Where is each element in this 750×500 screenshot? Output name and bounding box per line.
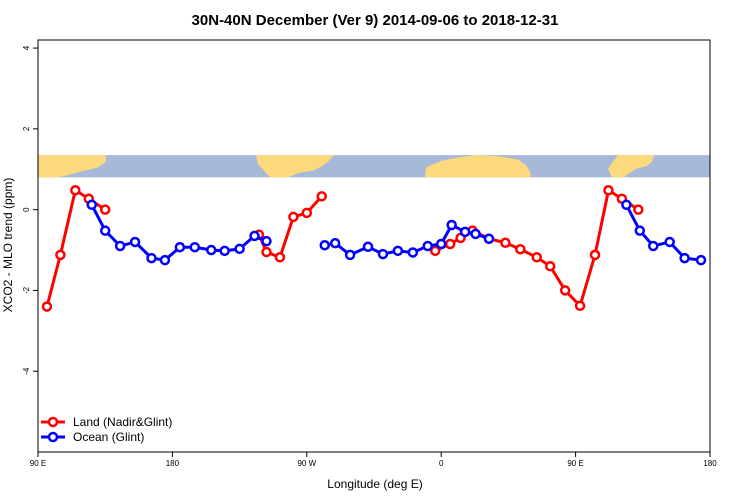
data-point-ocean (189, 241, 201, 253)
data-point-land (70, 185, 81, 196)
legend: Land (Nadir&Glint) Ocean (Glint) (41, 415, 172, 444)
y-axis: 4 2 0 -2 -4 (22, 45, 38, 375)
data-point-ocean (234, 243, 245, 255)
map-strip-land (38, 155, 654, 178)
legend-marker-ocean (47, 431, 59, 443)
legend-item-ocean: Ocean (Glint) (41, 430, 144, 444)
data-point-ocean (159, 254, 171, 266)
data-point-ocean (407, 247, 419, 258)
land-mass-4 (608, 155, 654, 178)
data-point-ocean (470, 228, 481, 240)
data-point-ocean (146, 252, 157, 264)
data-point-ocean (219, 245, 230, 257)
data-point-land (316, 191, 327, 202)
x-tick-label: 180 (703, 459, 717, 468)
data-point-ocean (435, 238, 447, 250)
data-point-land (515, 243, 526, 255)
data-point-ocean (422, 240, 434, 252)
legend-label-land: Land (Nadir&Glint) (73, 415, 172, 429)
data-point-ocean (621, 199, 632, 211)
land-mass-3 (425, 155, 531, 178)
data-point-ocean (664, 236, 675, 248)
data-point-ocean (695, 254, 707, 266)
y-tick-label: 0 (22, 207, 31, 212)
map-strip (38, 155, 710, 178)
data-point-ocean (459, 226, 471, 238)
chart-title: 30N-40N December (Ver 9) 2014-09-06 to 2… (192, 12, 559, 29)
x-tick-label: 90 E (30, 459, 46, 468)
map-strip-ocean (38, 155, 710, 178)
data-point-ocean (362, 241, 374, 253)
data-point-land (301, 207, 313, 219)
legend-marker-land (47, 416, 59, 428)
y-tick-label: 4 (22, 45, 31, 50)
series-line-land (434, 188, 640, 308)
data-point-land (288, 211, 299, 223)
data-point-land (55, 249, 66, 261)
series-layer (41, 185, 707, 312)
data-point-ocean (114, 240, 126, 252)
data-point-land (574, 300, 586, 312)
data-point-ocean (634, 225, 646, 236)
data-point-ocean (483, 233, 495, 244)
x-axis: 90 E 180 90 W 0 90 E 180 (30, 452, 717, 468)
x-tick-label: 90 E (567, 459, 583, 468)
land-mass-1 (38, 155, 106, 178)
legend-item-land: Land (Nadir&Glint) (41, 415, 172, 429)
data-point-land (444, 238, 456, 250)
x-tick-label: 90 W (297, 459, 316, 468)
y-tick-label: -2 (22, 286, 31, 294)
data-point-land (500, 237, 511, 249)
data-point-ocean (377, 248, 389, 260)
data-point-land (274, 252, 286, 263)
data-point-land (589, 249, 601, 261)
data-point-land (603, 185, 614, 196)
data-point-ocean (329, 237, 341, 249)
data-point-ocean (86, 199, 98, 211)
land-mass-2 (256, 155, 334, 178)
data-point-ocean (205, 244, 217, 256)
data-point-ocean (319, 239, 330, 251)
data-point-ocean (174, 241, 186, 253)
data-point-ocean (679, 252, 690, 264)
x-tick-label: 180 (166, 459, 180, 468)
data-point-ocean (249, 230, 260, 242)
data-point-land (429, 245, 441, 257)
data-point-land (41, 301, 53, 312)
data-point-land (633, 204, 644, 215)
y-tick-label: -4 (22, 367, 31, 375)
x-tick-label: 0 (439, 459, 444, 468)
data-point-ocean (446, 219, 457, 231)
data-point-ocean (129, 236, 141, 248)
data-point-land (531, 252, 543, 263)
y-axis-label: XCO2 - MLO trend (ppm) (1, 178, 15, 313)
data-point-ocean (648, 240, 659, 252)
data-point-land (544, 260, 556, 272)
data-point-land (99, 204, 111, 215)
legend-label-ocean: Ocean (Glint) (73, 430, 144, 444)
x-axis-label: Longitude (deg E) (327, 477, 422, 491)
plot-frame (37, 39, 711, 453)
data-point-ocean (261, 235, 272, 247)
data-point-ocean (392, 245, 404, 257)
data-point-ocean (344, 249, 356, 261)
data-point-land (559, 285, 571, 296)
series-line-land (45, 188, 107, 307)
data-point-land (261, 246, 272, 258)
data-point-ocean (99, 225, 111, 236)
y-tick-label: 2 (22, 126, 31, 131)
